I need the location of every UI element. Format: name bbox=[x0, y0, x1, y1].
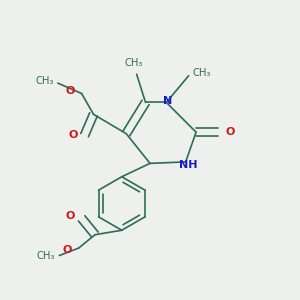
Text: N: N bbox=[163, 96, 172, 106]
Text: O: O bbox=[66, 211, 75, 221]
Text: CH₃: CH₃ bbox=[37, 250, 55, 260]
Text: CH₃: CH₃ bbox=[124, 58, 143, 68]
Text: CH₃: CH₃ bbox=[193, 68, 211, 78]
Text: NH: NH bbox=[179, 160, 198, 170]
Text: O: O bbox=[66, 85, 75, 96]
Text: O: O bbox=[69, 130, 78, 140]
Text: O: O bbox=[226, 127, 235, 137]
Text: CH₃: CH₃ bbox=[35, 76, 54, 86]
Text: O: O bbox=[63, 245, 72, 256]
